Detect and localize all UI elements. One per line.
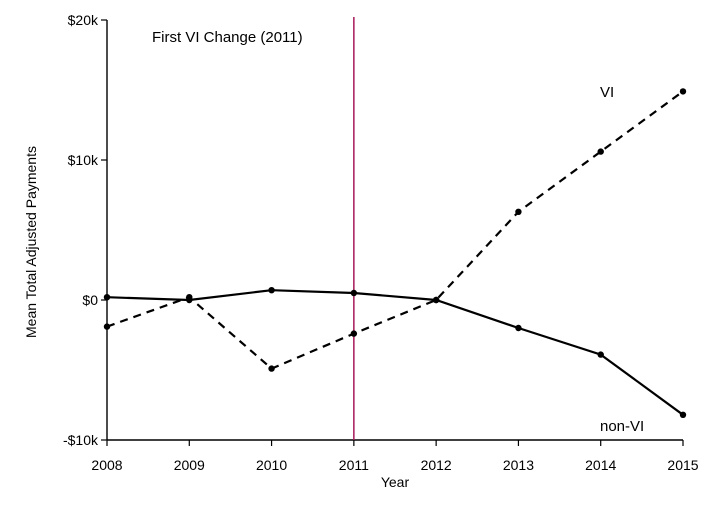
x-axis-ticks: 2008 2009 2010 2011 2012 2013 2014 2015 [91, 440, 699, 473]
x-tick-label: 2013 [503, 457, 534, 473]
data-point-non-vi [268, 287, 275, 294]
data-point-non-vi [186, 296, 193, 304]
y-axis-ticks: -$10k $0 $10k $20k [63, 12, 107, 448]
data-point-vi [597, 148, 604, 155]
x-tick-label: 2008 [91, 457, 122, 473]
x-axis-title: Year [381, 474, 410, 490]
data-point-non-vi [679, 411, 687, 418]
y-tick-label: $10k [68, 152, 99, 168]
series-label-vi: VI [600, 84, 614, 101]
x-tick-label: 2015 [667, 457, 698, 473]
data-point-non-vi [515, 324, 522, 332]
data-point-vi [679, 88, 687, 95]
data-point-vi [268, 365, 275, 372]
series-group [103, 88, 687, 418]
data-point-vi [515, 208, 522, 215]
x-tick-label: 2011 [339, 457, 369, 473]
reference-line-annotation: First VI Change (2011) [152, 29, 303, 46]
x-tick-label: 2009 [174, 457, 205, 473]
data-point-non-vi [597, 351, 604, 358]
x-tick-label: 2012 [421, 457, 452, 473]
data-point-non-vi [350, 289, 358, 297]
x-tick-label: 2010 [256, 457, 287, 473]
series-label-non-vi: non-VI [600, 418, 644, 435]
axes [106, 20, 683, 441]
y-tick-label: $20k [68, 12, 99, 28]
data-point-vi [350, 330, 358, 337]
series-line-non-vi [106, 289, 684, 416]
y-tick-label: -$10k [63, 432, 99, 448]
data-point-non-vi [432, 296, 440, 304]
y-axis-title: Mean Total Adjusted Payments [23, 146, 39, 338]
data-point-non-vi [103, 294, 111, 301]
y-tick-label: $0 [82, 292, 98, 308]
data-point-vi [103, 323, 111, 330]
series-line-vi [106, 90, 684, 370]
x-tick-label: 2014 [585, 457, 616, 473]
